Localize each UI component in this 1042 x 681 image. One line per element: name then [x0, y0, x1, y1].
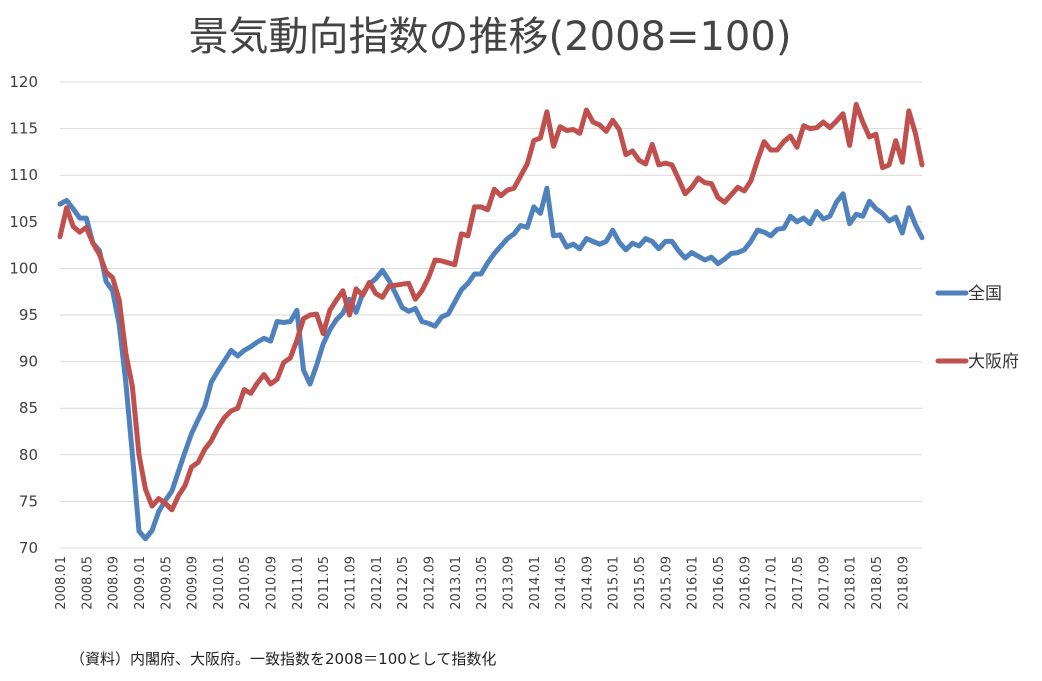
x-tick-label: 2012.09	[422, 556, 437, 610]
y-tick-label: 120	[9, 73, 38, 91]
x-tick-label: 2010.01	[212, 556, 227, 610]
x-tick-label: 2018.09	[896, 556, 911, 610]
y-tick-label: 90	[19, 353, 38, 371]
series-line-zenkoku	[57, 185, 925, 542]
y-tick-label: 75	[19, 492, 38, 510]
x-tick-label: 2018.01	[844, 556, 859, 610]
x-tick-label: 2010.09	[265, 556, 280, 610]
x-tick-label: 2010.05	[238, 556, 253, 610]
y-tick-label: 95	[19, 306, 38, 324]
x-tick-label: 2009.09	[186, 556, 201, 610]
x-tick-label: 2014.01	[528, 556, 543, 610]
x-tick-label: 2017.09	[817, 556, 832, 610]
x-tick-label: 2008.05	[80, 556, 95, 610]
x-tick-label: 2011.09	[344, 556, 359, 610]
legend-label: 全国	[968, 284, 1002, 304]
x-tick-label: 2015.09	[659, 556, 674, 610]
x-tick-label: 2014.05	[554, 556, 569, 610]
series-lines	[57, 101, 925, 542]
x-tick-label: 2009.05	[159, 556, 174, 610]
y-axis-ticks: 70 75 80 85 90 95 100 105 110 115 120	[9, 73, 38, 557]
x-tick-label: 2018.05	[870, 556, 885, 610]
x-tick-label: 2008.09	[107, 556, 122, 610]
x-tick-label: 2015.01	[607, 556, 622, 610]
x-tick-label: 2017.01	[765, 556, 780, 610]
x-tick-label: 2013.09	[501, 556, 516, 610]
x-tick-label: 2013.01	[449, 556, 464, 610]
series-line-osaka	[57, 101, 925, 513]
x-tick-label: 2012.05	[396, 556, 411, 610]
x-tick-label: 2016.05	[712, 556, 727, 610]
y-tick-label: 105	[9, 213, 38, 231]
x-tick-label: 2011.05	[317, 556, 332, 610]
x-tick-label: 2015.05	[633, 556, 648, 610]
y-tick-label: 110	[9, 166, 38, 184]
x-tick-label: 2014.09	[580, 556, 595, 610]
x-tick-label: 2017.05	[791, 556, 806, 610]
x-tick-label: 2016.01	[686, 556, 701, 610]
x-tick-label: 2009.01	[133, 556, 148, 610]
y-tick-label: 80	[19, 446, 38, 464]
y-tick-label: 115	[9, 120, 38, 138]
x-tick-label: 2012.01	[370, 556, 385, 610]
x-tick-label: 2016.09	[738, 556, 753, 610]
legend-label: 大阪府	[968, 352, 1019, 372]
x-tick-label: 2011.01	[291, 556, 306, 610]
x-tick-label: 2008.01	[54, 556, 69, 610]
y-tick-label: 85	[19, 399, 38, 417]
x-tick-label: 2013.05	[475, 556, 490, 610]
x-axis-ticks: 2008.01 2008.05 2008.09 2009.01 2009.05 2009.…	[54, 556, 911, 610]
y-tick-label: 100	[9, 259, 38, 277]
chart-title: 景気動向指数の推移(2008=100)	[189, 14, 792, 60]
y-tick-label: 70	[19, 539, 38, 557]
source-note: （資料）内閣府、大阪府。一致指数を2008＝100として指数化	[70, 650, 497, 668]
